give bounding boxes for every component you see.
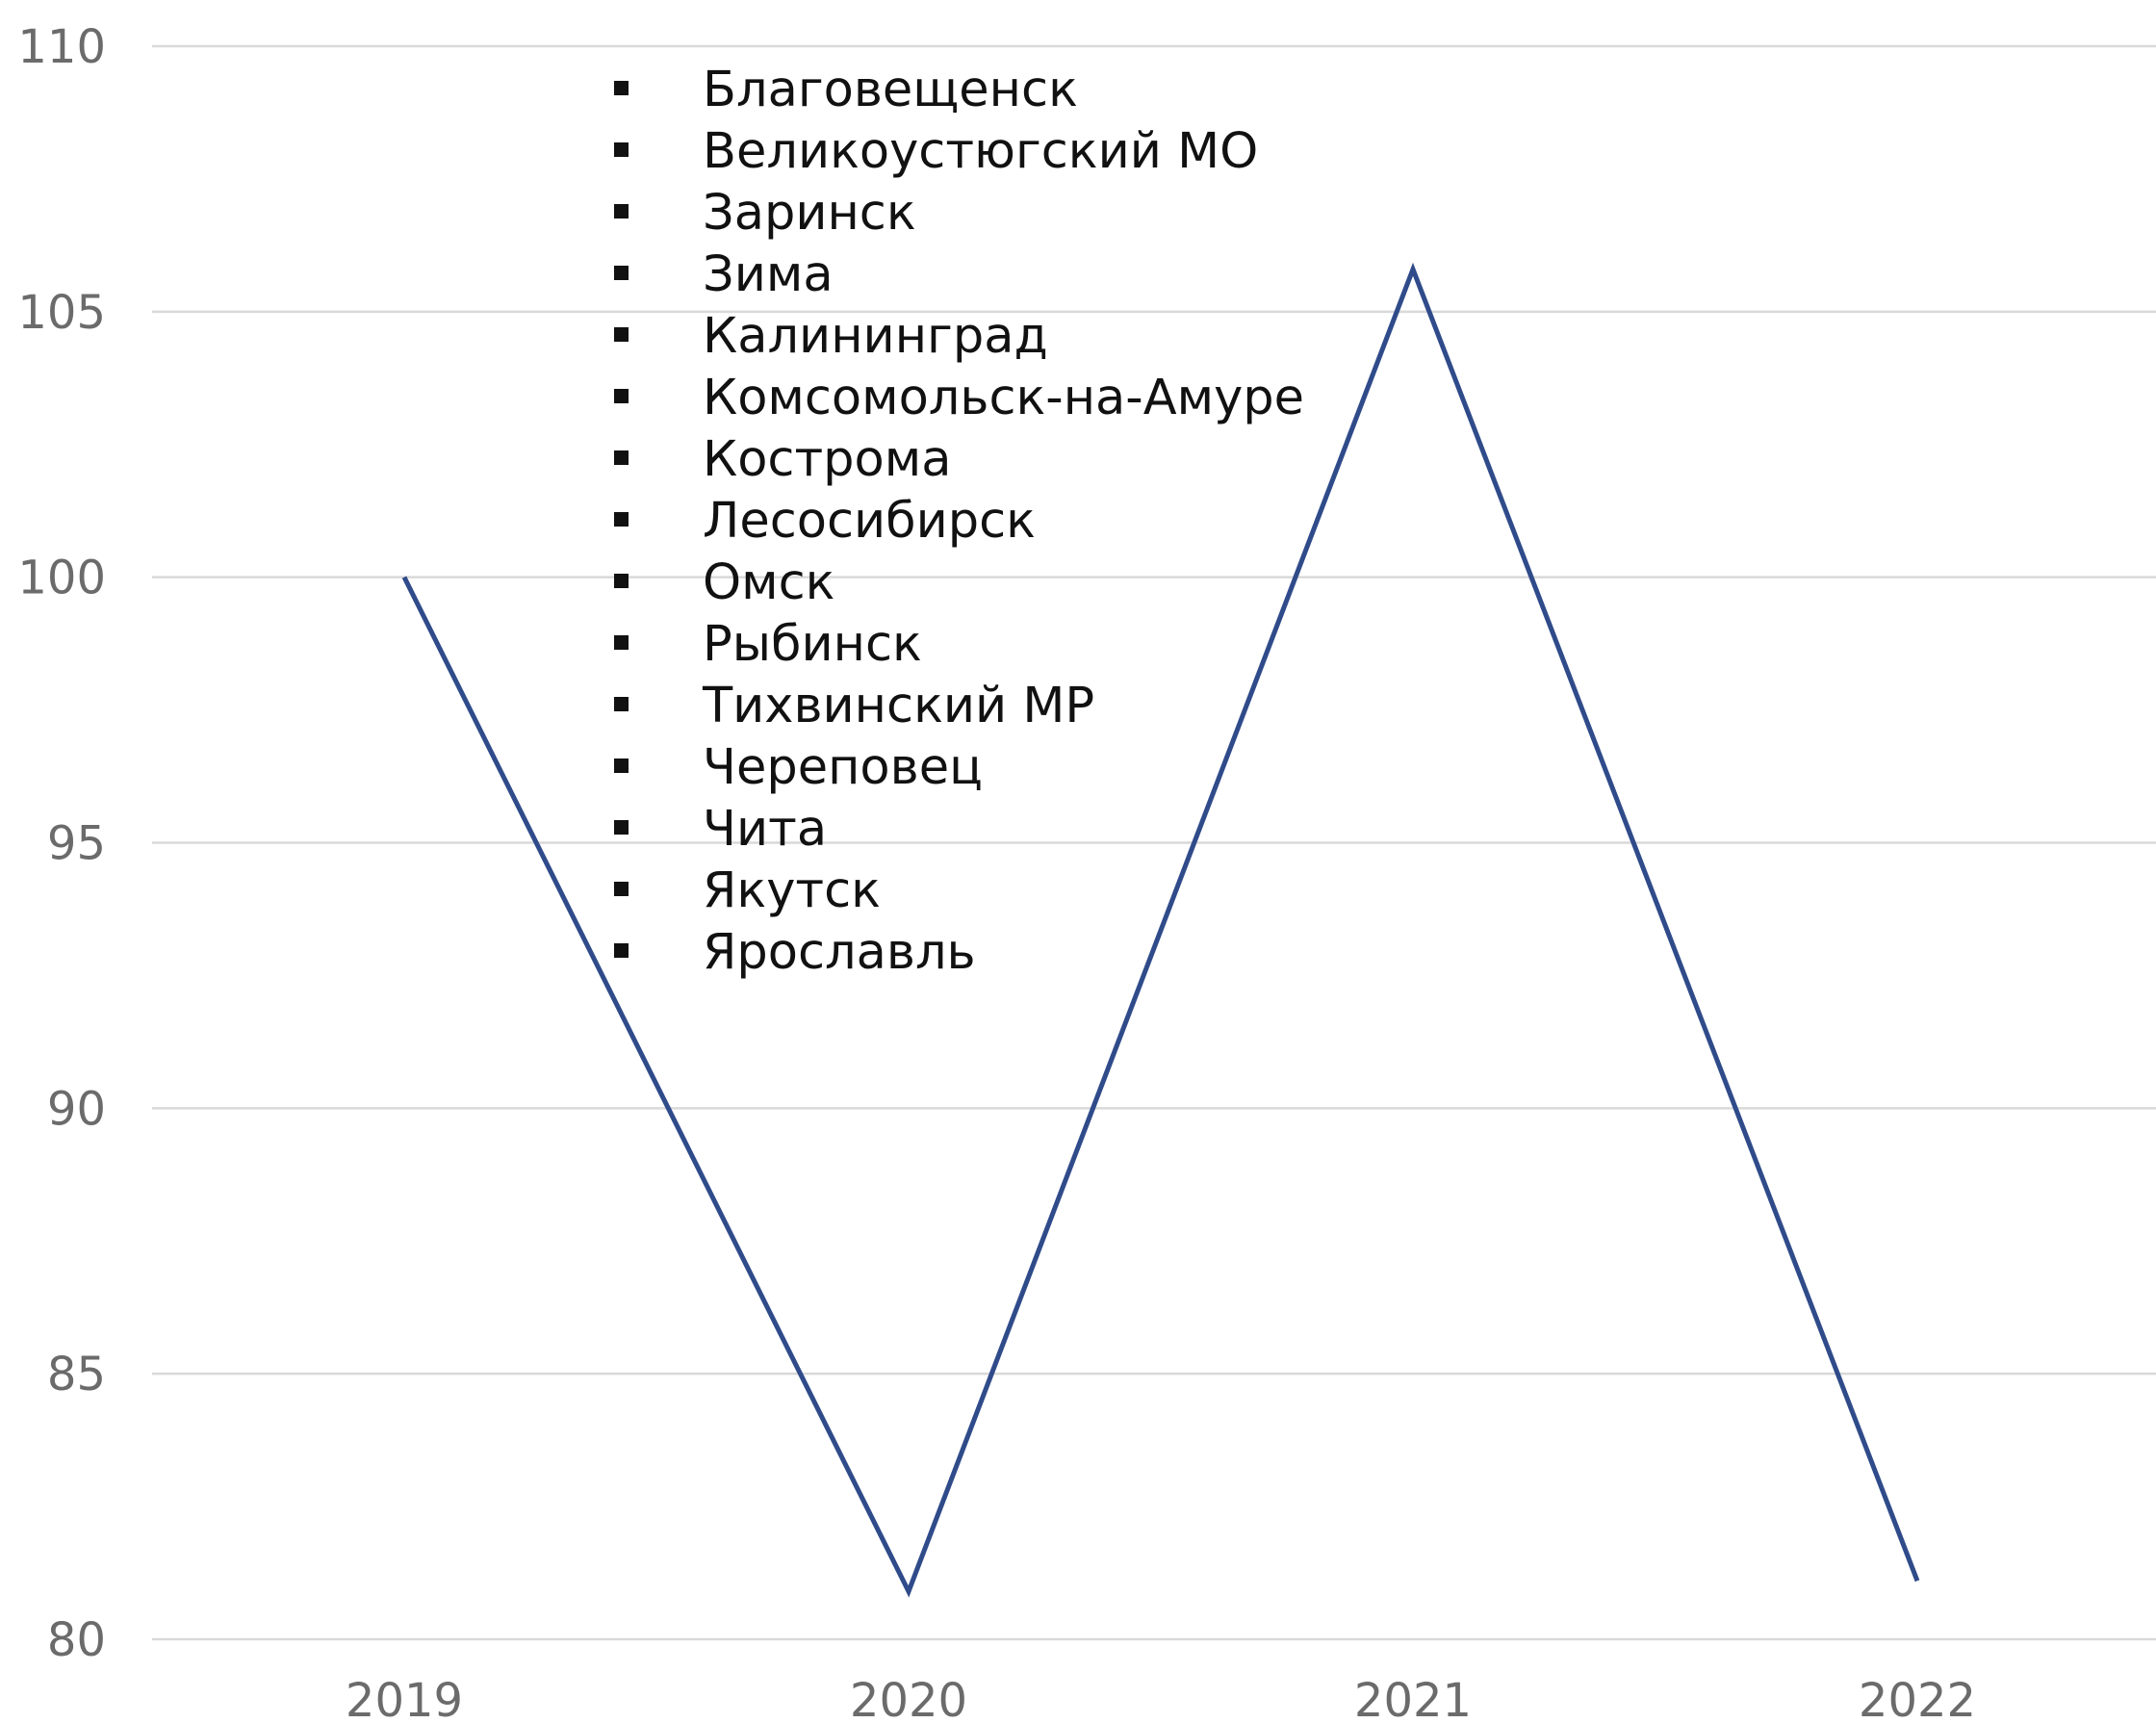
y-tick-label: 85 (47, 1348, 106, 1402)
legend-marker (614, 759, 629, 773)
legend-marker (614, 142, 629, 157)
legend-marker (614, 81, 629, 95)
legend-label: Рыбинск (703, 616, 922, 673)
legend-label: Череповец (703, 739, 983, 796)
legend-label: Благовещенск (703, 62, 1078, 118)
legend-marker (614, 635, 629, 650)
y-tick-label: 100 (17, 552, 106, 605)
legend-item: Омск (614, 554, 834, 611)
y-tick-label: 110 (17, 20, 106, 74)
legend-item: Кострома (614, 431, 951, 488)
legend-item: Зима (614, 246, 834, 303)
legend-item: Благовещенск (614, 62, 1078, 118)
y-tick-label: 90 (47, 1082, 106, 1136)
legend-marker (614, 882, 629, 896)
legend-marker (614, 327, 629, 342)
legend-item: Якутск (614, 862, 881, 919)
legend-marker (614, 820, 629, 835)
y-tick-label: 95 (47, 817, 106, 871)
x-axis-ticks: 2019 2020 2021 2022 (346, 1674, 1976, 1723)
legend-item: Комсомольск-на-Амуре (614, 370, 1304, 426)
y-axis-ticks: 80 85 90 95 100 105 110 (17, 20, 106, 1667)
x-tick-label: 2022 (1859, 1674, 1976, 1723)
legend-item: Тихвинский МР (614, 678, 1094, 734)
legend-item: Рыбинск (614, 616, 922, 673)
legend-label: Ярославль (703, 924, 976, 981)
legend-label: Тихвинский МР (702, 678, 1094, 734)
legend-item: Ярославль (614, 924, 976, 981)
gridlines (152, 44, 2156, 1641)
legend-label: Великоустюгский МО (703, 123, 1258, 180)
y-tick-label: 105 (17, 286, 106, 340)
legend-item: Калининград (614, 308, 1048, 365)
legend-label: Якутск (703, 862, 881, 919)
legend-label: Чита (703, 801, 827, 858)
legend-item: Лесосибирск (614, 493, 1036, 550)
legend-item: Череповец (614, 739, 983, 796)
series-line (401, 262, 1920, 1598)
legend-label: Заринск (703, 185, 916, 242)
legend-marker (614, 943, 629, 958)
legend-marker (614, 266, 629, 280)
x-tick-label: 2021 (1354, 1674, 1472, 1723)
legend-marker (614, 389, 629, 403)
legend-label: Лесосибирск (703, 493, 1036, 550)
x-tick-label: 2020 (850, 1674, 967, 1723)
x-tick-label: 2019 (346, 1674, 463, 1723)
legend-marker (614, 574, 629, 588)
legend-item: Заринск (614, 185, 916, 242)
legend-item: Великоустюгский МО (614, 123, 1258, 180)
legend-marker (614, 450, 629, 465)
legend-marker (614, 697, 629, 711)
legend-marker (614, 204, 629, 219)
series-lines (401, 262, 1920, 1598)
legend-label: Омск (703, 554, 834, 611)
legend-item: Чита (614, 801, 827, 858)
legend-label: Кострома (703, 431, 951, 488)
legend-label: Калининград (703, 308, 1048, 365)
legend-label: Комсомольск-на-Амуре (703, 370, 1304, 426)
y-tick-label: 80 (47, 1613, 106, 1667)
legend-label: Зима (703, 246, 834, 303)
legend-marker (614, 512, 629, 527)
